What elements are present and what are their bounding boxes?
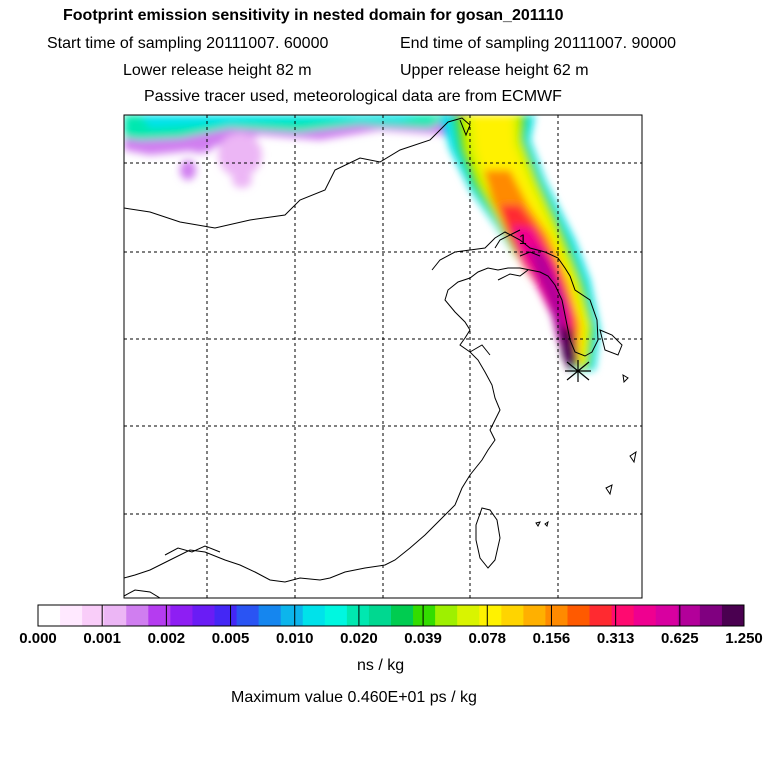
colorbar-cell [633, 605, 657, 626]
colorbar-tick-label: 1.250 [725, 630, 763, 647]
colorbar-tick-label: 0.156 [532, 630, 571, 647]
colorbar-tick-label: 0.313 [596, 630, 635, 647]
colorbar-cell [501, 605, 524, 626]
colorbar-cell [38, 605, 61, 626]
gosan-site-marker [565, 360, 591, 382]
colorbar-cell [214, 605, 238, 626]
colorbar-frame [37, 604, 745, 627]
trajectory-point-label: 1 [519, 231, 527, 247]
colorbar-tick-label: 0.010 [275, 630, 314, 647]
colorbar-cell [368, 605, 392, 626]
colorbar-cell [567, 605, 591, 626]
colorbar-cell [479, 605, 502, 626]
colorbar-cell [60, 605, 83, 626]
start-time-label: Start time of sampling 20111007. 60000 [47, 35, 329, 52]
tracer-label: Passive tracer used, meteorological data… [144, 88, 562, 105]
colorbar-cell [258, 605, 282, 626]
colorbar-tick-label: 0.002 [147, 630, 186, 647]
colorbar-cell [523, 605, 546, 626]
colorbar-tick-label: 0.001 [83, 630, 121, 647]
map-title: Footprint emission sensitivity in nested… [63, 7, 564, 24]
lat-lon-grid [124, 115, 642, 598]
lower-release-label: Lower release height 82 m [123, 62, 312, 79]
colorbar-cell [677, 605, 701, 626]
colorbar-cell [589, 605, 613, 626]
colorbar-tick-label: 0.005 [211, 630, 250, 647]
colorbar-cell [280, 605, 304, 626]
map-frame [123, 114, 643, 599]
colorbar-cell [413, 605, 436, 626]
colorbar-cell [721, 605, 745, 626]
footprint-map: 1 [123, 114, 643, 599]
colorbar-cell [655, 605, 679, 626]
colorbar-cell [435, 605, 458, 626]
colorbar-cell [324, 605, 348, 626]
colorbar-cell [545, 605, 568, 626]
colorbar-tick-label: 0.000 [19, 630, 57, 647]
colorbar-cell [126, 605, 149, 626]
colorbar-cell [302, 605, 326, 626]
colorbar-cell [192, 605, 215, 626]
colorbar-cell [611, 605, 635, 626]
colorbar-tick-label: 0.078 [468, 630, 507, 647]
colorbar-unit-label: ns / kg [357, 657, 405, 674]
colorbar-cell [170, 605, 193, 626]
colorbar-cell [699, 605, 723, 626]
colorbar-cell [104, 605, 127, 626]
sensitivity-field [124, 115, 600, 372]
maximum-value-label: Maximum value 0.460E+01 ps / kg [231, 689, 477, 706]
colorbar [37, 604, 745, 627]
coastlines [124, 117, 637, 598]
colorbar-cell [391, 605, 414, 626]
colorbar-tick-label: 0.625 [661, 630, 699, 647]
colorbar-cell [457, 605, 480, 626]
end-time-label: End time of sampling 20111007. 90000 [400, 35, 677, 52]
colorbar-tick-label: 0.039 [404, 630, 442, 647]
colorbar-cell [346, 605, 370, 626]
upper-release-label: Upper release height 62 m [400, 62, 589, 79]
colorbar-cell [236, 605, 260, 626]
colorbar-cell [148, 605, 171, 626]
colorbar-tick-label: 0.020 [340, 630, 378, 647]
colorbar-cell [82, 605, 105, 626]
